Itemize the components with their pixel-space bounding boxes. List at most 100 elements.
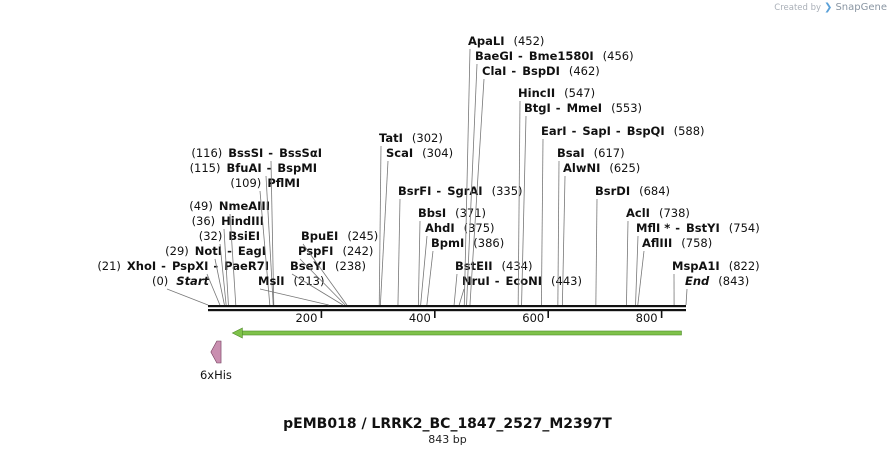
restriction-site[interactable]: (29) NotI - EagI — [165, 244, 266, 306]
feature-6xhis[interactable] — [210, 340, 222, 364]
site-label: (29) NotI - EagI — [165, 244, 266, 258]
site-separator: - — [267, 161, 272, 175]
restriction-site[interactable]: EarI - SapI - BspQI (588) — [541, 124, 705, 306]
site-leader-line — [420, 235, 428, 306]
site-leader-line — [219, 243, 227, 306]
restriction-site[interactable]: AclI (738) — [626, 206, 690, 306]
site-leader-line — [229, 213, 237, 306]
restriction-site[interactable]: (49) NmeAIII — [189, 199, 270, 306]
site-name: BspDI — [522, 64, 560, 78]
site-leader-line — [635, 235, 639, 306]
restriction-site[interactable]: TatI (302) — [378, 131, 443, 306]
site-label: TatI (302) — [379, 131, 443, 145]
restriction-site[interactable]: (21) XhoI - PspXI - PaeR7I — [97, 259, 269, 306]
site-name: PspXI — [172, 259, 208, 273]
site-label: BsaI (617) — [557, 146, 625, 160]
site-position: (109) — [230, 176, 261, 190]
restriction-site[interactable]: BseYI (238) — [290, 259, 366, 306]
site-position: (245) — [347, 229, 378, 243]
ruler-tick-label: 800 — [636, 311, 658, 325]
restriction-site[interactable]: BsrDI (684) — [595, 184, 670, 306]
site-position: (843) — [718, 274, 749, 288]
site-leader-line — [626, 220, 629, 306]
site-label: BstEII (434) — [455, 259, 532, 273]
site-label: AlwNI (625) — [563, 161, 640, 175]
site-position: (553) — [611, 101, 642, 115]
site-label: (21) XhoI - PspXI - PaeR7I — [97, 259, 269, 273]
site-leader-line — [259, 190, 271, 306]
restriction-site[interactable]: AflIII (758) — [637, 236, 712, 306]
restriction-site[interactable]: BstEII (434) — [453, 259, 532, 306]
restriction-site[interactable]: MslI (213) — [258, 274, 329, 306]
site-label: MspA1I (822) — [672, 259, 760, 273]
ruler-tick-label: 200 — [295, 311, 317, 325]
site-name: NmeAIII — [219, 199, 270, 213]
site-separator: - — [572, 124, 577, 138]
restriction-site[interactable]: (36) HindIII — [192, 214, 264, 306]
site-name: Bme1580I — [529, 49, 594, 63]
ruler-tick-label: 600 — [522, 311, 544, 325]
restriction-site[interactable]: End (843) — [685, 274, 749, 306]
restriction-site[interactable]: HincII (547) — [517, 86, 595, 306]
site-name: AlwNI — [563, 161, 600, 175]
restriction-site[interactable]: BtgI - MmeI (553) — [521, 101, 642, 306]
site-name: MspA1I — [672, 259, 720, 273]
site-name: BstYI — [686, 221, 720, 235]
site-name: ClaI — [482, 64, 506, 78]
site-position: (21) — [97, 259, 121, 273]
site-leader-line — [426, 250, 434, 306]
restriction-site[interactable]: AlwNI (625) — [561, 161, 640, 306]
snapgene-logo-text: SnapGene — [835, 2, 887, 13]
restriction-site[interactable]: BsaI (617) — [557, 146, 625, 306]
backbone-bottom-strand — [208, 309, 686, 312]
site-name: BtgI — [524, 101, 551, 115]
site-label: PspFI (242) — [298, 244, 373, 258]
restriction-site[interactable]: MspA1I (822) — [672, 259, 760, 306]
restriction-site[interactable]: MflI * - BstYI (754) — [635, 221, 760, 306]
restriction-site[interactable]: ScaI (304) — [379, 146, 453, 306]
restriction-site[interactable]: BsrFI - SgrAI (335) — [397, 184, 523, 306]
site-position: (625) — [609, 161, 640, 175]
restriction-site[interactable]: BpuEI (245) — [301, 229, 378, 306]
site-position: (758) — [681, 236, 712, 250]
site-position: (684) — [639, 184, 670, 198]
feature-orf-body[interactable] — [240, 330, 682, 336]
site-label: MflI * - BstYI (754) — [636, 221, 760, 235]
restriction-site[interactable]: ApaLI (452) — [463, 34, 544, 306]
restriction-site[interactable]: (115) BfuAI - BspMI — [190, 161, 317, 306]
site-position: (335) — [492, 184, 523, 198]
site-position: (443) — [551, 274, 582, 288]
site-leader-line — [206, 273, 221, 306]
site-name: AhdI — [425, 221, 455, 235]
restriction-site[interactable]: PspFI (242) — [298, 244, 373, 306]
site-leader-line — [299, 258, 346, 306]
site-position: (617) — [594, 146, 625, 160]
restriction-site[interactable]: (109) PflMI — [230, 176, 300, 306]
site-name: NruI — [462, 274, 490, 288]
restriction-site[interactable]: ClaI - BspDI (462) — [469, 64, 600, 306]
site-separator: - — [675, 221, 680, 235]
restriction-site[interactable]: BaeGI - Bme1580I (456) — [466, 49, 634, 306]
restriction-site[interactable]: (0) Start — [152, 274, 210, 306]
site-leader-line — [291, 273, 344, 306]
restriction-site[interactable]: (116) BssSI - BssSαI — [191, 146, 322, 306]
site-label: (0) Start — [152, 274, 210, 288]
site-position: (242) — [342, 244, 373, 258]
site-name: AclI — [626, 206, 650, 220]
site-leader-line — [214, 258, 225, 306]
site-label: HincII (547) — [518, 86, 595, 100]
site-label: (115) BfuAI - BspMI — [190, 161, 317, 175]
restriction-site[interactable]: (32) BsiEI — [199, 229, 260, 306]
site-name: HindIII — [221, 214, 264, 228]
site-label: BtgI - MmeI (553) — [524, 101, 642, 115]
restriction-site[interactable]: AhdI (375) — [420, 221, 495, 306]
site-position: (238) — [335, 259, 366, 273]
site-name: BspMI — [277, 161, 317, 175]
site-label: AflIII (758) — [642, 236, 712, 250]
site-leader-line — [541, 138, 544, 306]
restriction-site[interactable]: BpmI (386) — [426, 236, 504, 306]
site-name: BsrFI — [398, 184, 431, 198]
restriction-site[interactable]: NruI - EcoNI (443) — [458, 274, 582, 306]
site-leader-line — [517, 100, 521, 306]
site-leader-line — [397, 198, 401, 306]
